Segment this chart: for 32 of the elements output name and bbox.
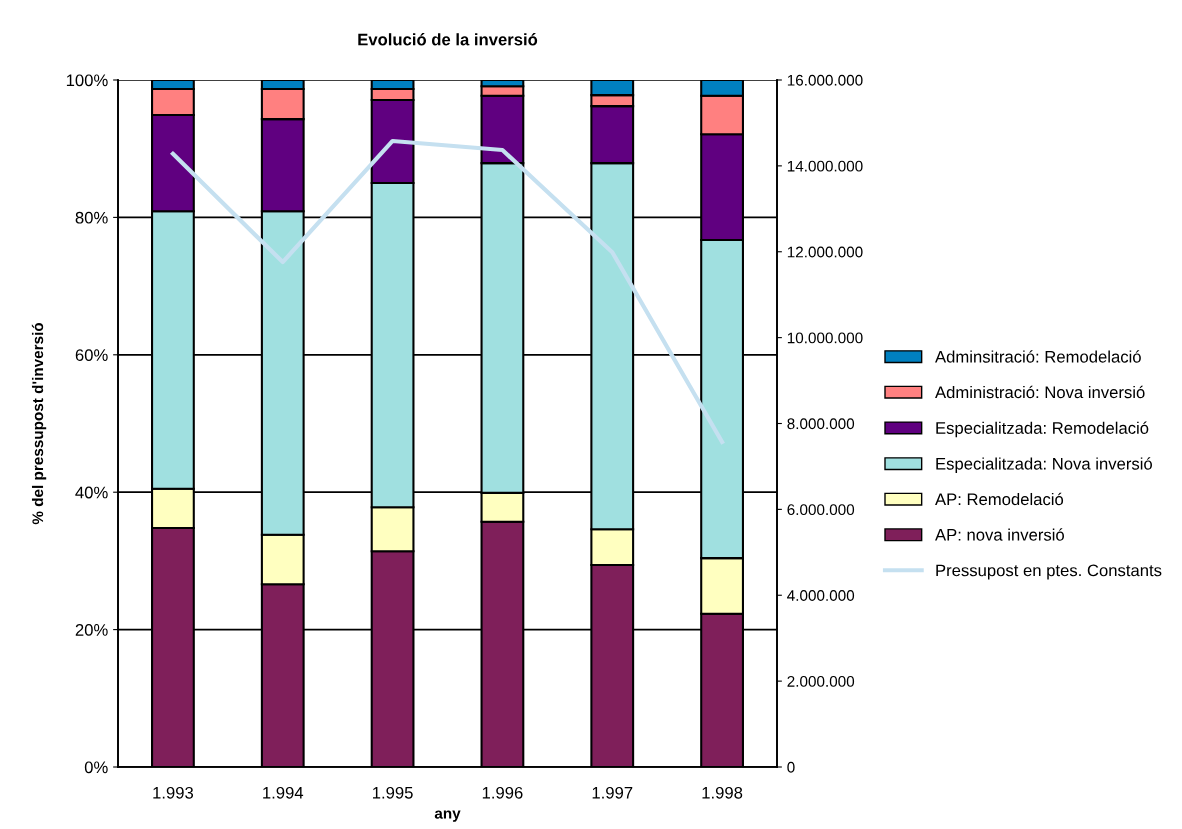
x-tick-label: 1.995 xyxy=(373,786,413,799)
legend-label: Especialitzada: Nova inversió xyxy=(936,457,1152,473)
y-axis-title: % del pressupost d'inversió xyxy=(31,322,47,525)
y2-tick-label: 8.000.000 xyxy=(787,418,855,430)
x-tick-label: 1.996 xyxy=(482,786,523,799)
y-tick-label: 20% xyxy=(75,624,108,636)
y-tick-label: 80% xyxy=(75,211,108,224)
legend-label: Adminsitració: Remodelació xyxy=(935,350,1141,363)
x-axis-title: any xyxy=(434,810,461,822)
legend-label: Administració: Nova inversió xyxy=(935,385,1145,399)
legend-label: Pressupost en ptes. Constants xyxy=(936,564,1162,580)
x-tick-label: 1.993 xyxy=(153,786,194,799)
line-series xyxy=(170,138,725,445)
y-tick-label: 60% xyxy=(75,349,108,361)
y-tick-label: 100% xyxy=(66,74,108,87)
y2-tick-label: 10.000.000 xyxy=(787,332,863,344)
y2-tick-label: 14.000.000 xyxy=(787,160,863,172)
y2-tick-label: 0 xyxy=(787,761,795,773)
y-tick-label: 0% xyxy=(84,761,108,774)
legend-label: AP: nova inversió xyxy=(935,528,1064,541)
x-tick-label: 1.997 xyxy=(592,786,633,799)
y2-tick-label: 2.000.000 xyxy=(787,675,855,687)
y2-tick-label: 6.000.000 xyxy=(787,504,855,516)
y2-tick-label: 4.000.000 xyxy=(787,590,855,601)
y2-tick-label: 16.000.000 xyxy=(787,74,863,86)
y2-tick-label: 12.000.000 xyxy=(787,246,863,258)
x-tick-label: 1.994 xyxy=(263,786,304,799)
legend-label: AP: Remodelació xyxy=(935,492,1064,506)
x-tick-label: 1.998 xyxy=(702,786,743,799)
chart-title: Evolució de la inversió xyxy=(358,33,538,46)
y-tick-label: 40% xyxy=(75,486,108,499)
legend-label: Especialitzada: Remodelació xyxy=(936,421,1149,438)
